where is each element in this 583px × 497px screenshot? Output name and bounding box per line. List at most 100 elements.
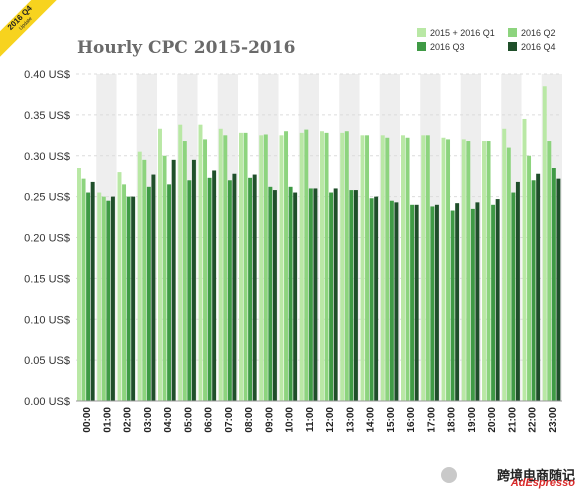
- x-tick-label: 11:00: [305, 407, 316, 432]
- bar-0200-s4: [131, 196, 136, 401]
- bar-1800-s2: [446, 139, 451, 401]
- x-tick-label: 15:00: [386, 407, 397, 433]
- bar-2100-s2: [506, 147, 511, 401]
- x-tick-label: 03:00: [143, 407, 154, 433]
- bar-0100-s1: [97, 192, 102, 401]
- bar-1900-s2: [466, 141, 471, 401]
- x-tick-label: 22:00: [528, 407, 539, 433]
- bar-0300-s4: [151, 174, 156, 401]
- bar-1500-s2: [385, 137, 390, 401]
- bar-1900-s1: [461, 139, 466, 401]
- bar-0600-s1: [198, 124, 203, 401]
- y-tick-label: 0.05 US$: [24, 355, 70, 367]
- watermark-cn-text: 跨境电商随记: [496, 468, 575, 483]
- bar-1100-s2: [304, 129, 309, 401]
- bar-1600-s4: [414, 204, 419, 401]
- bar-1700-s3: [430, 206, 435, 401]
- x-tick-label: 19:00: [467, 407, 478, 433]
- bar-1400-s4: [374, 196, 379, 401]
- watermark: 跨境电商随记 AdEspresso: [425, 465, 575, 491]
- x-tick-label: 05:00: [183, 407, 194, 433]
- bar-0600-s4: [212, 170, 217, 401]
- bar-2000-s4: [495, 199, 500, 401]
- bar-1700-s2: [425, 135, 430, 401]
- bar-0500-s2: [182, 141, 187, 401]
- bar-2100-s3: [511, 192, 516, 401]
- bar-0300-s1: [137, 151, 142, 401]
- bar-1100-s4: [313, 188, 318, 401]
- bar-2000-s2: [486, 141, 491, 401]
- bar-1000-s1: [279, 135, 284, 401]
- x-tick-label: 04:00: [163, 407, 174, 433]
- bar-0200-s2: [122, 184, 127, 401]
- bar-2100-s4: [515, 181, 520, 401]
- bar-1200-s2: [324, 132, 329, 402]
- chart-title: Hourly CPC 2015-2016: [77, 38, 296, 58]
- x-tick-label: 17:00: [426, 407, 437, 433]
- x-tick-label: 13:00: [345, 407, 356, 433]
- bar-1300-s4: [353, 190, 358, 401]
- x-tick-label: 16:00: [406, 407, 417, 433]
- x-tick-label: 18:00: [447, 407, 458, 433]
- x-tick-label: 10:00: [285, 407, 296, 433]
- bar-1800-s1: [441, 137, 446, 401]
- bar-1400-s1: [360, 135, 365, 401]
- bar-1900-s3: [470, 208, 475, 401]
- bar-1800-s4: [455, 203, 460, 401]
- bar-0700-s3: [227, 180, 232, 401]
- bar-0300-s3: [146, 186, 151, 401]
- y-tick-label: 0.40 US$: [24, 69, 70, 81]
- y-tick-label: 0.25 US$: [24, 192, 70, 204]
- bar-0600-s2: [203, 139, 208, 401]
- bar-0700-s1: [218, 128, 223, 401]
- bar-2000-s3: [491, 204, 496, 401]
- legend-swatch-3: [417, 42, 426, 51]
- legend-label-2: 2016 Q2: [521, 28, 556, 38]
- bar-1600-s1: [401, 135, 405, 401]
- bar-0300-s2: [142, 159, 147, 401]
- x-tick-label: 12:00: [325, 407, 336, 433]
- bar-1000-s2: [284, 131, 289, 401]
- y-tick-label: 0.30 US$: [24, 151, 70, 163]
- y-tick-label: 0.15 US$: [24, 273, 70, 285]
- bar-2300-s2: [547, 141, 552, 401]
- y-tick-label: 0.20 US$: [24, 233, 70, 245]
- bar-1500-s1: [380, 135, 385, 401]
- x-tick-label: 02:00: [123, 407, 134, 433]
- bar-1900-s4: [475, 202, 480, 401]
- legend-label-3: 2016 Q3: [430, 42, 465, 52]
- legend-label-1: 2015 + 2016 Q1: [430, 28, 495, 38]
- x-tick-label: 08:00: [244, 407, 255, 433]
- x-tick-label: 09:00: [264, 407, 275, 433]
- bar-0100-s2: [101, 196, 106, 401]
- bar-2000-s1: [482, 141, 486, 401]
- bar-0500-s3: [187, 180, 192, 401]
- x-tick-label: 06:00: [204, 407, 215, 433]
- bar-0800-s3: [248, 177, 253, 401]
- bar-1300-s2: [344, 131, 349, 401]
- bar-1500-s3: [389, 200, 394, 401]
- bar-0400-s4: [171, 159, 176, 401]
- bar-0400-s3: [167, 184, 172, 401]
- x-tick-label: 23:00: [548, 407, 559, 433]
- bar-0400-s2: [162, 155, 167, 401]
- x-tick-label: 07:00: [224, 407, 235, 433]
- bar-1300-s3: [349, 190, 354, 401]
- bar-1200-s3: [329, 192, 334, 401]
- bar-0500-s1: [178, 124, 183, 401]
- bar-0900-s4: [272, 190, 277, 401]
- y-tick-label: 0.00 US$: [24, 396, 70, 408]
- bar-1100-s1: [299, 132, 304, 402]
- bar-0200-s3: [126, 196, 131, 401]
- x-tick-label: 00:00: [82, 407, 93, 433]
- bar-0900-s2: [263, 134, 268, 401]
- bar-1200-s4: [333, 188, 338, 401]
- bar-2100-s1: [502, 128, 507, 401]
- bar-0900-s1: [259, 135, 264, 401]
- bar-0000-s3: [86, 192, 91, 401]
- bar-1400-s3: [369, 198, 374, 401]
- legend-swatch-4: [508, 42, 517, 51]
- bar-0000-s4: [90, 181, 95, 401]
- bar-0200-s1: [117, 172, 122, 401]
